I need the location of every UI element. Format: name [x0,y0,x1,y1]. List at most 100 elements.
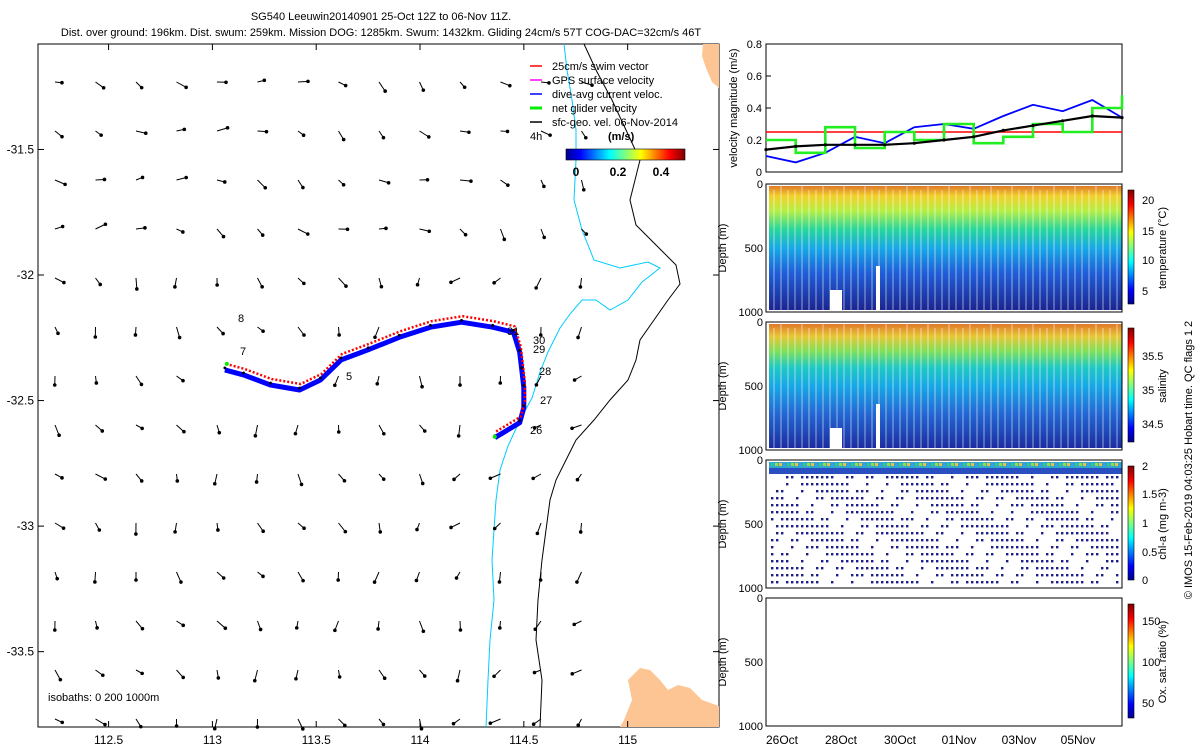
chl-sample [936,539,939,542]
chl-sample [921,490,924,493]
chl-surface-sample [875,463,878,466]
legend-sfc-geo: sfc-geo. vel. 06-Nov-2014 [552,117,678,129]
chl-sample [941,504,944,507]
chl-sample [831,539,834,542]
chl-sample [951,476,954,479]
chl-sample [861,532,864,535]
sal-depth-tick-1000: 1000 [739,445,763,457]
chl-sample [901,518,904,521]
chl-surface-sample [959,463,962,466]
chl-surface-sample [1019,463,1022,466]
geo-velocity-arrow-head [101,673,105,678]
chl-sample [1036,581,1039,584]
chl-sample [886,553,889,556]
chl-sample [1041,567,1044,570]
geo-velocity-arrow-head [63,182,67,187]
chl-sample [1101,504,1104,507]
chl-sample [991,518,994,521]
chl-surface-sample [1047,463,1050,466]
velocity-ytick-label: 0.8 [747,39,762,51]
chl-sample [806,525,809,528]
chl-sample [956,497,959,500]
chl-sample [1071,574,1074,577]
chl-sample [896,539,899,542]
chl-sample [1086,525,1089,528]
chl-sample [926,525,929,528]
geo-velocity-arrow [419,375,423,387]
chl-sample [1051,518,1054,521]
geo-velocity-arrow-head [299,482,304,487]
chl-sample [841,539,844,542]
geo-velocity-arrow-head [140,626,145,631]
chl-sample [771,553,774,556]
chl-sample [1006,476,1009,479]
chl-sample [831,483,834,486]
chl-sample [916,476,919,479]
chl-sample [1116,574,1119,577]
chl-sample [886,525,889,528]
geo-velocity-arrow-head [60,224,65,229]
chl-sample [901,497,904,500]
chl-sample [926,546,929,549]
chl-sample [951,546,954,549]
chl-sample [921,497,924,500]
chl-sample [1091,539,1094,542]
chl-surface-sample [923,463,926,466]
chl-surface-sample [855,463,858,466]
chl-sample [871,504,874,507]
chl-sample [951,511,954,514]
chl-surface-sample [1103,463,1106,466]
chl-sample [841,553,844,556]
chl-sample [1066,476,1069,479]
chl-sample [866,560,869,563]
chl-depth-tick-0: 0 [757,455,763,467]
chl-sample [1016,490,1019,493]
chl-sample [1021,483,1024,486]
chl-sample [866,567,869,570]
chl-sample [991,581,994,584]
chl-sample [791,546,794,549]
chl-sample [801,581,804,584]
geo-velocity-arrow-head [333,628,337,633]
chl-sample [931,476,934,479]
chl-sample [1021,504,1024,507]
chl-sample [1061,511,1064,514]
chl-sample [911,553,914,556]
chl-surface-sample [1007,463,1010,466]
ox-depth-tick-1000: 1000 [739,721,763,733]
geo-velocity-arrow-head [301,578,305,583]
geo-velocity-arrow-head [302,281,306,286]
chl-sample [926,497,929,500]
chl-sample [836,532,839,535]
chl-sample [981,497,984,500]
chl-sample [1066,483,1069,486]
geo-velocity-arrow-head [462,85,467,90]
chl-sample [821,539,824,542]
chl-sample [876,497,879,500]
chl-sample [921,567,924,570]
chl-sample [946,553,949,556]
chl-sample [1031,518,1034,521]
geo-velocity-arrow-head [343,529,348,534]
chl-sample [1061,532,1064,535]
geo-velocity-arrow-head [264,129,269,134]
chl-sample [976,504,979,507]
time-axis: 26Oct 28Oct 30Oct 01Nov 03Nov 05Nov [766,733,1095,747]
geo-velocity-arrow-head [260,285,264,289]
chl-surface-sample [939,463,942,466]
chl-sample [881,497,884,500]
chl-sample [891,504,894,507]
chl-sample [811,546,814,549]
geo-velocity-arrow-head [182,127,187,132]
temp-cbar-label: temperature (°C) [1157,207,1169,289]
geo-velocity-arrow-head [469,179,473,183]
ox-cbar-tick-100: 100 [1142,657,1160,669]
chl-sample [971,518,974,521]
chl-sample [771,567,774,570]
chl-sample [776,504,779,507]
chl-sample [831,497,834,500]
chl-sample [841,490,844,493]
chl-sample [771,511,774,514]
geo-velocity-arrow-head [458,383,462,387]
chl-sample [946,525,949,528]
